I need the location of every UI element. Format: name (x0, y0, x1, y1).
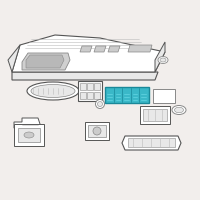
Polygon shape (8, 45, 20, 72)
Bar (105, 87, 149, 103)
Circle shape (96, 99, 104, 108)
Ellipse shape (158, 56, 168, 64)
Bar (78, 81, 102, 101)
Ellipse shape (31, 84, 75, 98)
Bar (143, 109, 167, 121)
Ellipse shape (24, 132, 34, 138)
Ellipse shape (172, 106, 186, 114)
Polygon shape (155, 42, 165, 72)
Circle shape (98, 102, 102, 106)
Bar (87, 92, 92, 99)
Bar (140, 106, 170, 124)
Ellipse shape (160, 58, 166, 62)
Ellipse shape (27, 82, 79, 100)
Bar (14, 124, 44, 146)
Bar (153, 89, 175, 103)
Circle shape (93, 127, 101, 135)
Bar (80, 83, 86, 90)
Bar (18, 128, 40, 142)
Bar (87, 83, 92, 90)
Polygon shape (14, 118, 40, 128)
Polygon shape (26, 55, 64, 68)
Polygon shape (122, 136, 181, 150)
Ellipse shape (174, 107, 184, 113)
Polygon shape (12, 35, 165, 72)
Polygon shape (22, 53, 70, 70)
Polygon shape (80, 46, 92, 52)
Polygon shape (94, 46, 106, 52)
Polygon shape (12, 72, 158, 80)
Bar (128, 138, 175, 147)
Bar (80, 92, 86, 99)
Polygon shape (128, 45, 152, 52)
Polygon shape (108, 46, 120, 52)
Bar (94, 83, 100, 90)
Bar (85, 122, 109, 140)
Bar (88, 125, 106, 137)
Bar (94, 92, 100, 99)
